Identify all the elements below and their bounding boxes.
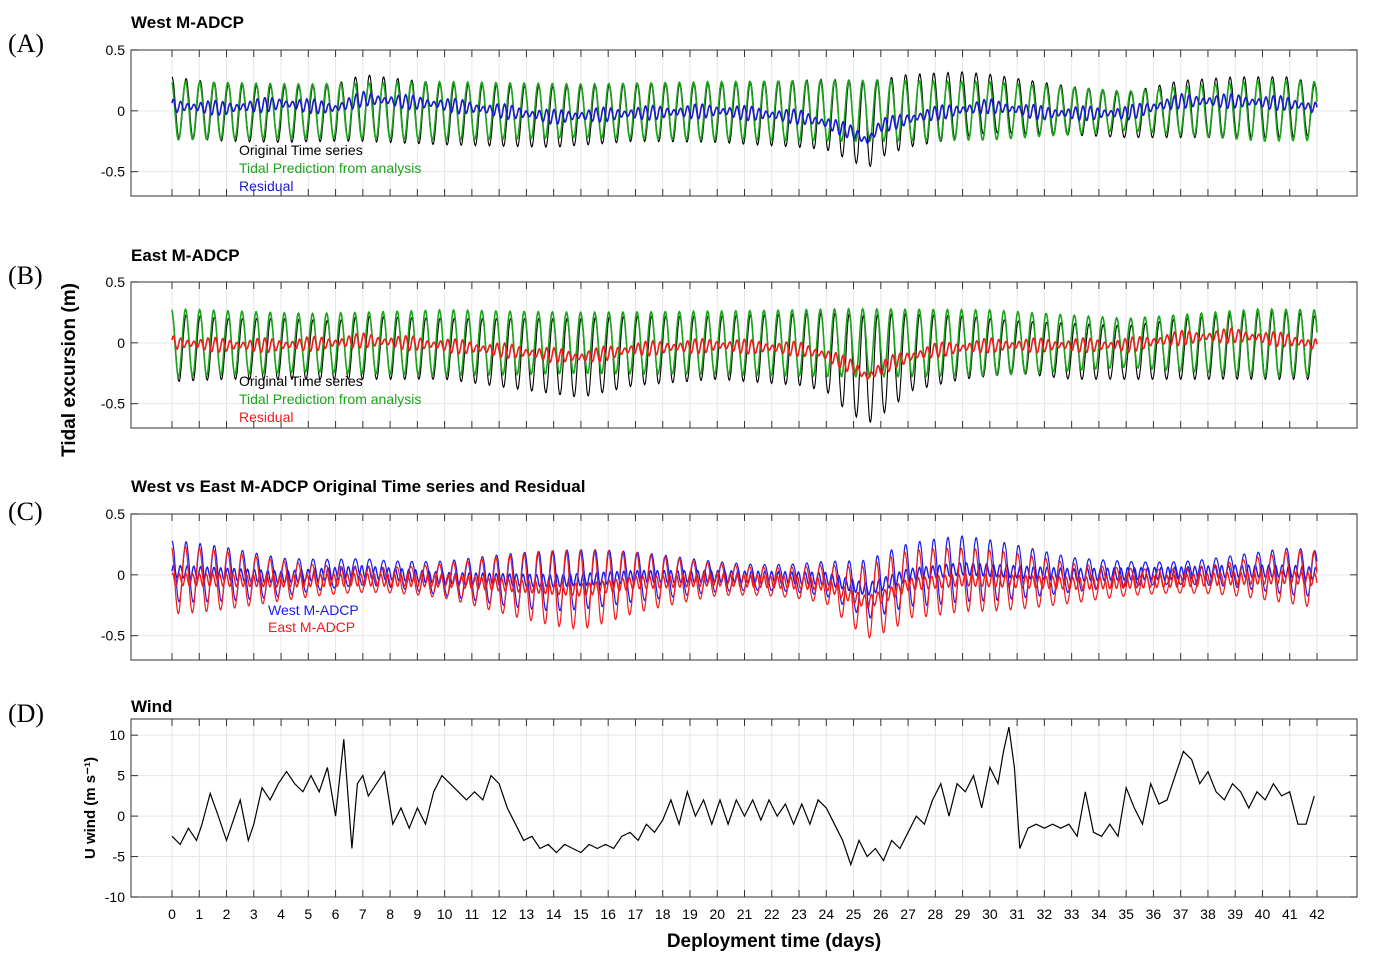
x-tick-label: 6	[332, 906, 340, 922]
panel-title: West M-ADCP	[131, 13, 244, 32]
panel-letter: (D)	[8, 699, 44, 728]
x-tick-label: 11	[465, 906, 480, 922]
panel-letter: (B)	[8, 261, 43, 290]
panel-title: East M-ADCP	[131, 246, 240, 265]
x-tick-label: 40	[1255, 906, 1271, 922]
x-tick-label: 25	[846, 906, 862, 922]
x-tick-label: 10	[437, 906, 453, 922]
x-tick-label: 41	[1282, 906, 1298, 922]
legend-entry: Tidal Prediction from analysis	[239, 391, 421, 407]
x-tick-label: 1	[195, 906, 203, 922]
y-tick-label: 5	[117, 768, 125, 784]
panel-title: West vs East M-ADCP Original Time series…	[131, 477, 585, 496]
x-tick-label: 23	[791, 906, 807, 922]
x-tick-label: 32	[1037, 906, 1053, 922]
x-tick-label: 12	[491, 906, 507, 922]
wind-y-axis-label: U wind (m s⁻¹)	[82, 757, 99, 859]
x-tick-label: 27	[900, 906, 916, 922]
x-tick-label: 17	[628, 906, 644, 922]
series-residual-line-east	[171, 570, 1318, 610]
legend-entry: Residual	[239, 178, 293, 194]
x-tick-label: 24	[818, 906, 834, 922]
y-tick-label: 0	[117, 335, 125, 351]
series-line-tidal-prediction	[171, 79, 1318, 143]
series-line-residual	[171, 90, 1318, 145]
legend-entry: Original Time series	[239, 373, 363, 389]
legend-entry: East M-ADCP	[268, 619, 355, 635]
y-tick-label: 0.5	[106, 274, 126, 290]
y-tick-label: 0	[117, 103, 125, 119]
x-tick-label: 19	[682, 906, 698, 922]
legend-entry: Original Time series	[239, 142, 363, 158]
x-tick-label: 5	[304, 906, 312, 922]
x-tick-label: 26	[873, 906, 889, 922]
series-residual-line-west	[171, 562, 1318, 597]
x-tick-label: 16	[600, 906, 616, 922]
x-tick-label: 0	[168, 906, 176, 922]
x-tick-label: 37	[1173, 906, 1189, 922]
series-line-residual	[171, 327, 1318, 380]
panel-title: Wind	[131, 697, 172, 716]
x-tick-label: 42	[1309, 906, 1325, 922]
x-tick-label: 29	[955, 906, 971, 922]
x-tick-label: 31	[1009, 906, 1025, 922]
x-tick-label: 36	[1146, 906, 1162, 922]
x-tick-label: 20	[709, 906, 725, 922]
series-line-original	[171, 311, 1318, 424]
y-tick-label: 0.5	[106, 506, 126, 522]
x-tick-label: 15	[573, 906, 589, 922]
series-line-original	[171, 70, 1318, 168]
x-tick-label: 34	[1091, 906, 1107, 922]
x-tick-label: 8	[386, 906, 394, 922]
series-line-east	[171, 545, 1318, 639]
x-tick-label: 13	[519, 906, 535, 922]
x-tick-label: 35	[1118, 906, 1134, 922]
y-tick-label: 10	[109, 727, 125, 743]
legend-entry: West M-ADCP	[268, 602, 359, 618]
y-tick-label: 0	[117, 567, 125, 583]
legend-entry: Tidal Prediction from analysis	[239, 160, 421, 176]
y-tick-label: -10	[105, 889, 125, 905]
x-tick-label: 3	[250, 906, 258, 922]
y-tick-label: -5	[113, 849, 126, 865]
x-tick-label: 2	[223, 906, 231, 922]
x-axis-label: Deployment time (days)	[667, 931, 881, 952]
x-tick-label: 9	[413, 906, 421, 922]
panel-letter: (A)	[8, 29, 44, 58]
panel-letter: (C)	[8, 497, 43, 526]
x-tick-label: 14	[546, 906, 562, 922]
shared-y-axis-label: Tidal excursion (m)	[59, 283, 80, 457]
x-tick-label: 33	[1064, 906, 1080, 922]
y-tick-label: 0.5	[106, 42, 126, 58]
y-tick-label: -0.5	[101, 164, 125, 180]
wind-series-line	[171, 726, 1315, 867]
series-line-tidal-prediction	[171, 307, 1318, 379]
x-tick-label: 21	[737, 906, 753, 922]
x-tick-label: 7	[359, 906, 367, 922]
x-tick-label: 38	[1200, 906, 1216, 922]
x-tick-label: 22	[764, 906, 780, 922]
x-tick-label: 39	[1227, 906, 1243, 922]
x-tick-label: 18	[655, 906, 671, 922]
x-tick-label: 28	[928, 906, 944, 922]
y-tick-label: -0.5	[101, 396, 125, 412]
y-tick-label: 0	[117, 808, 125, 824]
y-tick-label: -0.5	[101, 628, 125, 644]
x-tick-label: 4	[277, 906, 285, 922]
legend-entry: Residual	[239, 409, 293, 425]
x-tick-label: 30	[982, 906, 998, 922]
